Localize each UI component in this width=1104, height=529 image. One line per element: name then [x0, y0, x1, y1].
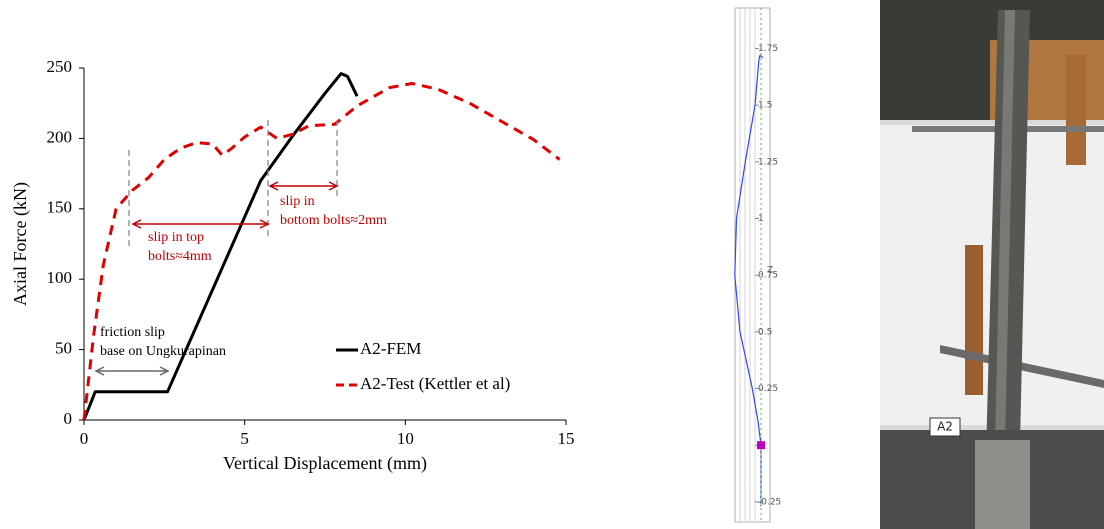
- x-tick-label: 10: [397, 429, 414, 448]
- z-tick-label: 0.5: [758, 327, 772, 337]
- annotation: friction slip: [100, 325, 165, 340]
- z-tick-label: 0.75: [758, 271, 778, 281]
- arrow-head: [131, 219, 142, 229]
- z-tick-label: 1.75: [758, 44, 778, 54]
- photo-gauge: [1066, 55, 1086, 165]
- photo-tag: [929, 417, 961, 437]
- photo-bracing: [940, 345, 1104, 388]
- annotation: slip in top: [148, 230, 204, 245]
- z-tick-label: -0.25: [758, 497, 781, 507]
- annotation: bolts≈4mm: [148, 249, 212, 264]
- y-tick-label: 200: [47, 127, 73, 146]
- z-tick-label: 1.5: [758, 101, 772, 111]
- y-tick-label: 100: [47, 268, 73, 287]
- legend-label: A2-Test (Kettler et al): [360, 374, 510, 393]
- annotation: base on Ungkurapinan: [100, 344, 226, 359]
- x-tick-label: 0: [80, 429, 89, 448]
- photo: A2: [880, 0, 1104, 529]
- x-tick-label: 15: [558, 429, 575, 448]
- column-box: [734, 7, 771, 523]
- series-line: [734, 54, 764, 446]
- z-tick-label: 0.25: [758, 384, 778, 394]
- y-tick-label: 250: [47, 57, 73, 76]
- support-marker: [757, 441, 765, 450]
- annotation: bottom bolts≈2mm: [280, 213, 387, 228]
- z-axis-label: Z: [767, 266, 773, 276]
- x-axis-label: Vertical Displacement (mm): [223, 453, 427, 474]
- arrow-head: [159, 366, 170, 376]
- z-tick-label: 1: [758, 214, 764, 224]
- annotation: slip in: [280, 194, 315, 209]
- y-tick-label: 150: [47, 198, 73, 217]
- arrow-head: [268, 181, 279, 191]
- photo-base: [975, 440, 1030, 529]
- series-line: [82, 82, 561, 421]
- legend-label: A2-FEM: [360, 339, 421, 358]
- y-tick-label: 0: [64, 409, 73, 428]
- y-axis-label: Axial Force (kN): [10, 182, 31, 306]
- box-outline: [734, 7, 771, 523]
- x-tick-label: 5: [240, 429, 249, 448]
- arrow-head: [328, 181, 339, 191]
- photo-column-face: [993, 10, 1015, 529]
- photo-label: A2: [937, 420, 953, 434]
- arrow-head: [259, 219, 270, 229]
- arrow-head: [94, 366, 105, 376]
- y-tick-label: 50: [55, 339, 72, 358]
- z-tick-label: 1.25: [758, 157, 778, 167]
- photo-gauge: [965, 245, 983, 395]
